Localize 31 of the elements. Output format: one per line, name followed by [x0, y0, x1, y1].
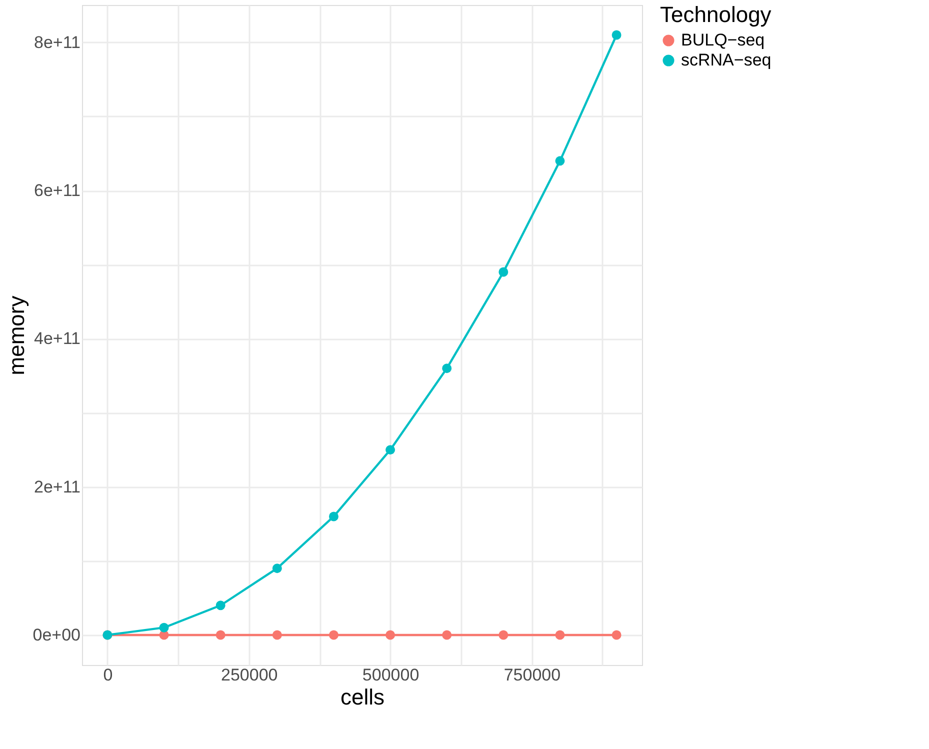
point	[386, 630, 396, 640]
x-tick-label: 0	[103, 666, 113, 684]
point	[442, 364, 452, 374]
point	[555, 156, 565, 166]
y-tick-label: 6e+11	[34, 181, 80, 200]
point	[216, 600, 226, 610]
point	[612, 630, 622, 640]
legend-label: BULQ−seq	[681, 30, 765, 50]
y-axis-title: memory	[4, 296, 29, 376]
point	[159, 622, 169, 632]
point	[498, 267, 508, 277]
point	[272, 630, 282, 640]
point	[328, 630, 338, 640]
y-tick-label: 0e+00	[32, 626, 80, 644]
x-tick-label: 500000	[362, 666, 420, 684]
point	[328, 512, 338, 522]
y-tick-label: 2e+11	[34, 477, 80, 496]
legend-label: scRNA−seq	[681, 50, 772, 70]
point	[612, 30, 622, 40]
point	[555, 630, 565, 640]
x-tick-label: 750000	[504, 666, 561, 684]
point	[498, 630, 508, 640]
y-tick-label: 8e+11	[34, 32, 80, 52]
point	[272, 564, 282, 574]
y-tick-label: 4e+11	[34, 329, 80, 348]
x-axis-title: cells	[340, 684, 385, 710]
legend-title: Technology	[660, 2, 772, 27]
point	[216, 630, 226, 640]
point	[386, 445, 396, 455]
x-tick-label: 250000	[221, 666, 278, 684]
point	[442, 630, 452, 640]
